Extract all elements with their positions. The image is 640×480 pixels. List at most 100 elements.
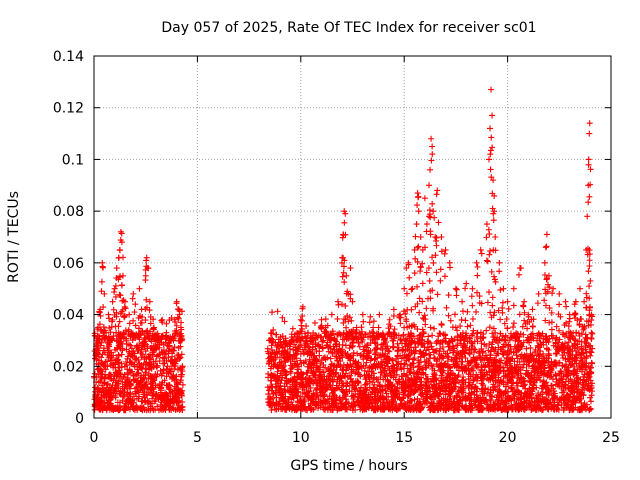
data-point [477,402,484,409]
data-point [313,400,320,407]
data-point [458,334,465,341]
data-point [509,373,516,380]
data-point [421,400,428,407]
data-point [492,377,499,384]
data-point [275,339,282,346]
data-point [437,330,444,337]
data-point [355,379,362,386]
data-point [484,299,491,306]
data-point [105,315,112,322]
data-point [109,298,116,305]
data-point [402,361,409,368]
data-point [124,366,131,373]
data-point [371,393,378,400]
data-point [434,404,441,411]
data-point [386,348,393,355]
data-point [405,261,412,268]
data-point [328,402,335,409]
data-point [454,406,461,413]
data-point [341,336,348,343]
data-point [145,265,152,272]
data-point [136,344,143,351]
data-point [431,382,438,389]
data-point [376,382,383,389]
data-point [454,327,461,334]
data-point [490,177,497,184]
data-point [164,400,171,407]
data-point [325,365,332,372]
data-point [430,307,437,314]
data-point [406,347,413,354]
data-point [492,247,499,254]
data-point [389,382,396,389]
data-point [295,363,302,370]
data-point [103,358,110,365]
data-point [478,340,485,347]
data-point [472,346,479,353]
data-point [559,379,566,386]
data-point [389,367,396,374]
data-point [99,382,106,389]
data-point [411,349,418,356]
data-point [466,402,473,409]
data-point [524,371,531,378]
data-point [399,402,406,409]
data-point [287,339,294,346]
data-point [478,250,485,257]
data-point [560,354,567,361]
data-point [467,322,474,329]
data-point [132,385,139,392]
data-point [329,378,336,385]
data-point [110,364,117,371]
data-point [342,302,349,309]
data-point [268,407,275,414]
data-point [367,357,374,364]
data-point [335,331,342,338]
data-point [554,401,561,408]
data-point [499,309,506,316]
data-point [111,361,118,368]
data-point [334,315,341,322]
data-point [496,357,503,364]
data-point [329,349,336,356]
data-point [453,394,460,401]
data-point [286,352,293,359]
data-point [576,333,583,340]
data-point [344,399,351,406]
data-point [304,351,311,358]
data-point [282,355,289,362]
data-point [490,362,497,369]
data-point [456,402,463,409]
data-point [415,208,422,215]
data-point [569,398,576,405]
data-point [121,371,128,378]
data-point [131,309,138,316]
data-point [482,385,489,392]
data-point [310,390,317,397]
data-point [126,320,133,327]
data-point [577,376,584,383]
data-point [367,313,374,320]
data-point [279,364,286,371]
data-point [272,373,279,380]
data-point [292,331,299,338]
data-point [118,230,125,237]
data-point [520,331,527,338]
data-point [457,351,464,358]
data-point [303,323,310,330]
data-point [117,370,124,377]
data-point [121,314,128,321]
data-point [94,332,101,339]
data-point [303,383,310,390]
data-point [351,401,358,408]
data-point [165,403,172,410]
data-point [170,374,177,381]
data-point [348,393,355,400]
data-point [487,376,494,383]
data-point [587,352,594,359]
data-point [485,347,492,354]
data-point [431,325,438,332]
data-point [510,392,517,399]
data-point [163,373,170,380]
data-point [320,397,327,404]
